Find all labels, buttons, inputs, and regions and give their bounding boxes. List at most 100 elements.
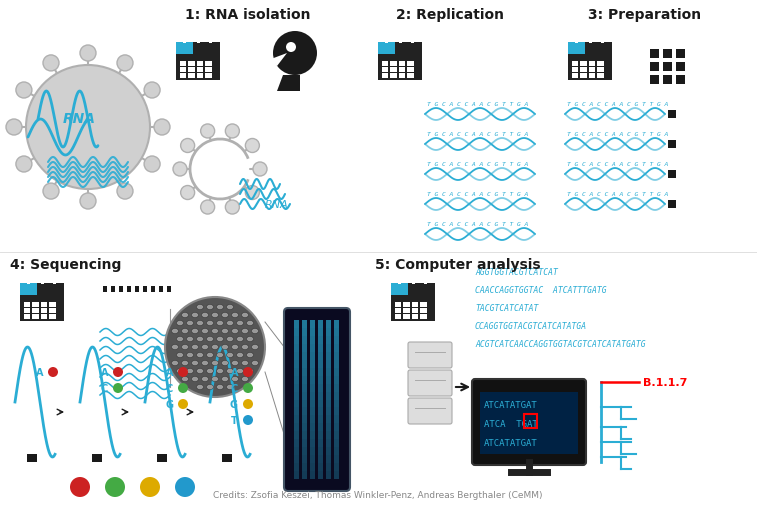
Bar — [310, 455, 315, 463]
Bar — [399, 68, 405, 73]
Bar — [294, 352, 299, 360]
Ellipse shape — [172, 361, 179, 366]
Bar — [399, 74, 405, 79]
Bar — [420, 302, 427, 307]
Bar — [334, 320, 339, 328]
Text: Credits: Zsofia Keszei, Thomas Winkler-Penz, Andreas Bergthaler (CeMM): Credits: Zsofia Keszei, Thomas Winkler-P… — [213, 490, 543, 499]
Text: ATCATATGAT: ATCATATGAT — [484, 438, 537, 447]
Bar — [294, 368, 299, 376]
Bar — [391, 283, 408, 295]
Ellipse shape — [192, 313, 198, 318]
Circle shape — [113, 367, 123, 377]
Bar — [24, 309, 30, 313]
Bar — [205, 74, 212, 79]
Bar — [310, 439, 315, 447]
Circle shape — [175, 477, 195, 497]
Bar — [334, 336, 339, 344]
Bar — [568, 43, 612, 81]
Bar — [197, 38, 200, 44]
Circle shape — [80, 193, 96, 210]
Circle shape — [181, 139, 195, 153]
Bar — [33, 309, 39, 313]
Bar — [411, 38, 414, 44]
Text: T G C A C C A A C G T T G A: T G C A C C A A C G T T G A — [427, 222, 528, 227]
Text: C: C — [231, 383, 238, 393]
Text: B.1.1.7: B.1.1.7 — [643, 377, 687, 387]
Ellipse shape — [186, 369, 194, 374]
Ellipse shape — [211, 313, 219, 318]
Ellipse shape — [182, 313, 188, 318]
Text: 5: Computer analysis: 5: Computer analysis — [375, 258, 540, 272]
Bar — [24, 302, 30, 307]
Ellipse shape — [197, 337, 204, 342]
Bar — [676, 50, 685, 59]
Text: ATCATATGAT: ATCATATGAT — [484, 400, 537, 409]
Bar — [294, 392, 299, 400]
Bar — [310, 328, 315, 336]
Ellipse shape — [226, 305, 233, 310]
Bar — [412, 315, 418, 320]
Bar — [395, 309, 401, 313]
Bar — [302, 328, 307, 336]
Text: G: G — [145, 503, 156, 505]
Text: A: A — [101, 367, 108, 377]
Bar — [176, 43, 193, 55]
Circle shape — [105, 477, 125, 497]
Bar — [589, 68, 595, 73]
Ellipse shape — [226, 369, 233, 374]
Circle shape — [113, 383, 123, 393]
FancyBboxPatch shape — [408, 398, 452, 424]
Ellipse shape — [222, 361, 229, 366]
Bar — [318, 392, 323, 400]
Circle shape — [144, 83, 160, 99]
Bar — [205, 68, 212, 73]
Ellipse shape — [232, 377, 238, 382]
Polygon shape — [271, 54, 287, 67]
Bar — [27, 454, 37, 462]
Ellipse shape — [247, 337, 254, 342]
Ellipse shape — [226, 321, 233, 326]
Ellipse shape — [211, 329, 219, 334]
Bar — [302, 376, 307, 384]
Bar — [318, 368, 323, 376]
Ellipse shape — [192, 377, 198, 382]
Bar — [334, 376, 339, 384]
Ellipse shape — [182, 377, 188, 382]
Bar — [326, 416, 331, 424]
Bar — [676, 63, 685, 72]
Circle shape — [243, 383, 253, 393]
Ellipse shape — [217, 353, 223, 358]
Bar — [310, 431, 315, 439]
Bar — [318, 471, 323, 479]
Bar — [294, 463, 299, 471]
Bar — [407, 62, 413, 67]
Ellipse shape — [241, 329, 248, 334]
Bar — [197, 68, 203, 73]
Bar — [326, 344, 331, 352]
Bar — [302, 431, 307, 439]
Ellipse shape — [236, 321, 244, 326]
Text: 2: Replication: 2: Replication — [396, 8, 504, 22]
Bar — [310, 416, 315, 424]
Circle shape — [286, 43, 296, 53]
Bar — [403, 302, 410, 307]
Bar — [597, 74, 603, 79]
Text: T G C A C C A A C G T T G A: T G C A C C A A C G T T G A — [427, 102, 528, 107]
Ellipse shape — [197, 305, 204, 310]
Bar — [318, 408, 323, 416]
Bar — [41, 309, 47, 313]
Ellipse shape — [251, 329, 258, 334]
Bar — [572, 62, 578, 67]
Bar — [302, 392, 307, 400]
Circle shape — [140, 477, 160, 497]
Bar — [424, 278, 427, 284]
Bar — [326, 471, 331, 479]
Text: 1: RNA isolation: 1: RNA isolation — [185, 8, 311, 22]
Ellipse shape — [201, 345, 208, 350]
Ellipse shape — [176, 337, 183, 342]
Bar — [326, 352, 331, 360]
Bar — [167, 286, 171, 292]
Text: C: C — [166, 383, 173, 393]
Bar — [294, 336, 299, 344]
Circle shape — [117, 184, 133, 199]
